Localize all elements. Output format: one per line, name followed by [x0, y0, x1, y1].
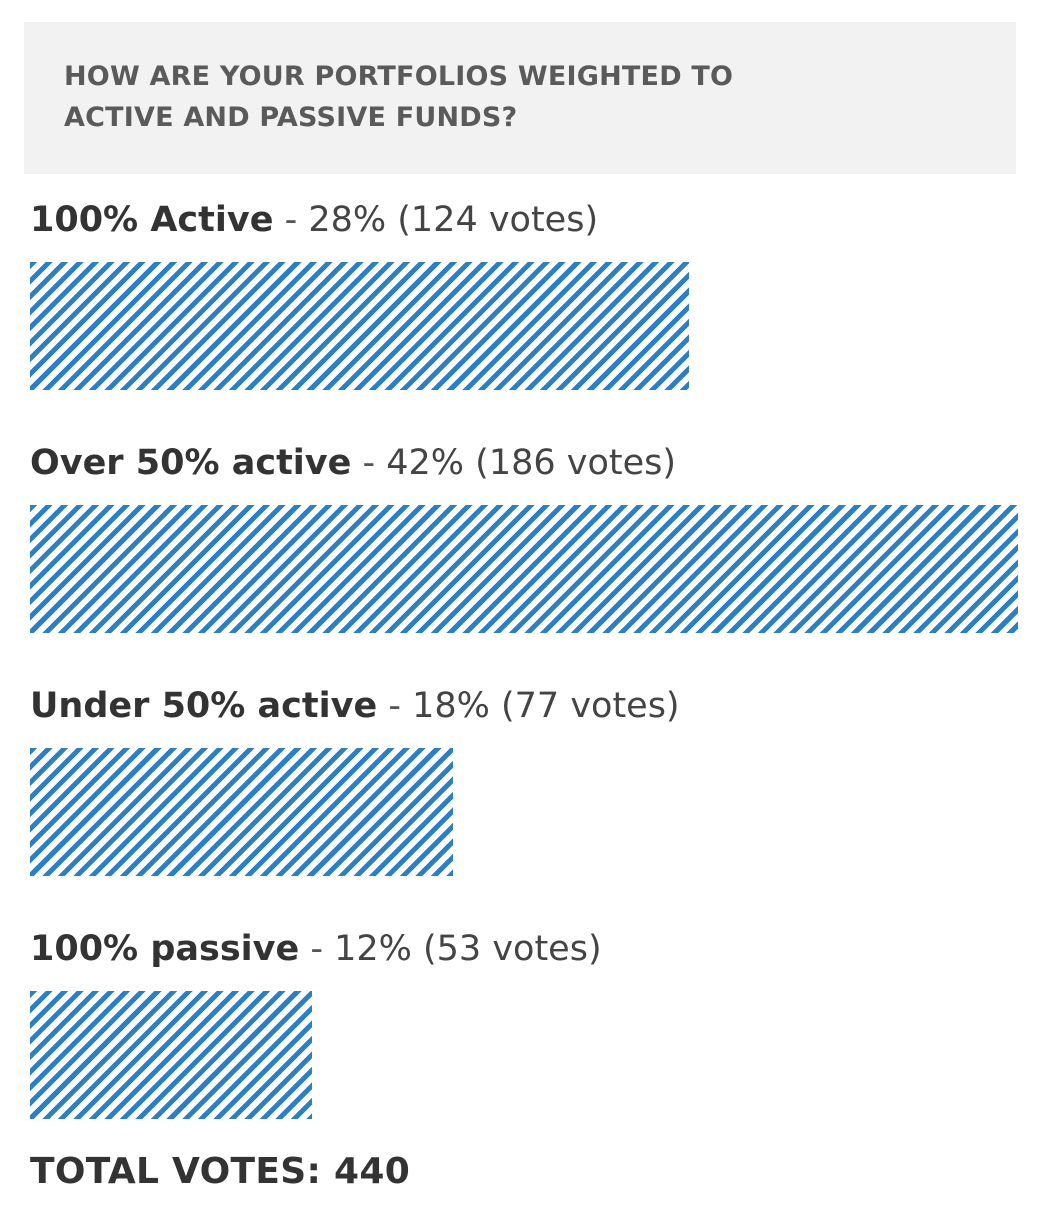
poll-option: 100% Active - 28% (124 votes)	[30, 198, 1018, 390]
poll-question-box: HOW ARE YOUR PORTFOLIOS WEIGHTED TO ACTI…	[24, 22, 1016, 174]
poll-option-label: Over 50% active - 42% (186 votes)	[30, 441, 1018, 485]
bar-track	[30, 991, 1018, 1119]
poll-option: 100% passive - 12% (53 votes)	[30, 927, 1018, 1119]
bar-4	[30, 991, 312, 1119]
poll-option-label: 100% passive - 12% (53 votes)	[30, 927, 1018, 971]
poll-option: Over 50% active - 42% (186 votes)	[30, 441, 1018, 633]
option-separator: -	[377, 686, 413, 726]
bar-track	[30, 505, 1018, 633]
option-name: Over 50% active	[30, 443, 352, 483]
option-stats: 18% (77 votes)	[412, 686, 680, 726]
poll-option: Under 50% active - 18% (77 votes)	[30, 684, 1018, 876]
bar-3	[30, 748, 453, 876]
option-separator: -	[299, 929, 335, 969]
bar-1	[30, 262, 689, 390]
poll-option-label: Under 50% active - 18% (77 votes)	[30, 684, 1018, 728]
option-stats: 42% (186 votes)	[386, 443, 677, 483]
option-name: 100% passive	[30, 929, 300, 969]
total-votes: TOTAL VOTES: 440	[30, 1151, 411, 1192]
bar-2	[30, 505, 1018, 633]
poll-option-label: 100% Active - 28% (124 votes)	[30, 198, 1018, 242]
option-separator: -	[351, 443, 387, 483]
bar-track	[30, 262, 1018, 390]
poll-question: HOW ARE YOUR PORTFOLIOS WEIGHTED TO ACTI…	[64, 61, 734, 133]
option-name: 100% Active	[30, 200, 274, 240]
option-name: Under 50% active	[30, 686, 378, 726]
bar-track	[30, 748, 1018, 876]
option-separator: -	[273, 200, 309, 240]
option-stats: 28% (124 votes)	[308, 200, 599, 240]
option-stats: 12% (53 votes)	[334, 929, 602, 969]
